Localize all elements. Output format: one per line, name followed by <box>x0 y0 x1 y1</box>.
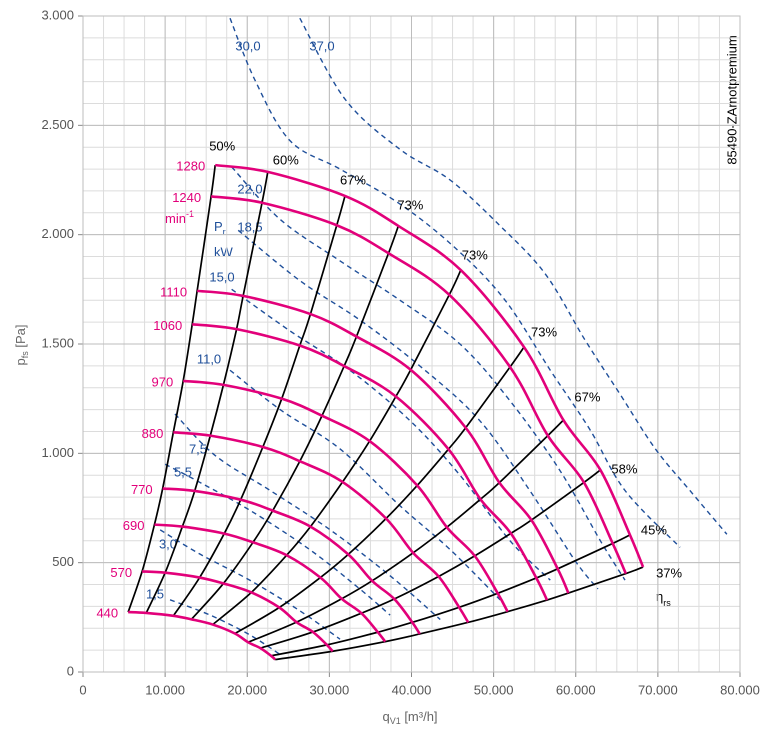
speed-label: 970 <box>151 374 173 389</box>
x-tick-label: 30.000 <box>309 682 349 697</box>
efficiency-label: 50% <box>209 139 235 154</box>
power-curve <box>229 17 681 548</box>
y-tick-label: 1.500 <box>41 335 74 350</box>
power-curve <box>174 413 441 621</box>
efficiency-line <box>145 171 269 614</box>
speed-unit-sup: -1 <box>186 209 194 219</box>
y-tick-label: 500 <box>52 554 74 569</box>
speed-label: 1280 <box>176 159 205 174</box>
y-tick-label: 2.500 <box>41 117 74 132</box>
x-label-main: q <box>382 709 389 724</box>
x-tick-label: 80.000 <box>720 682 760 697</box>
eta-sub: rs <box>663 598 671 608</box>
x-tick-label: 50.000 <box>474 682 514 697</box>
efficiency-label: 45% <box>641 522 667 537</box>
x-tick-label: 60.000 <box>556 682 596 697</box>
power-curve <box>237 229 599 590</box>
y-axis-label: pfs [Pa] <box>13 325 30 366</box>
x-tick-label: 40.000 <box>392 682 432 697</box>
model-annotation: 85490-ZAmotpremium <box>724 35 739 164</box>
power-unit-kw: kW <box>214 244 234 259</box>
power-label: 22,0 <box>237 181 262 196</box>
speed-curve <box>210 195 628 575</box>
efficiency-line <box>127 165 217 613</box>
efficiency-label: 58% <box>611 461 637 476</box>
y-label-unit: [Pa] <box>13 325 28 352</box>
efficiency-line <box>260 469 601 649</box>
power-curve <box>159 529 341 640</box>
plot-frame <box>82 15 741 673</box>
speed-curve <box>197 289 570 594</box>
power-unit: Pr <box>214 219 226 237</box>
y-tick-label: 0 <box>67 663 74 678</box>
y-tick-label: 2.000 <box>41 226 74 241</box>
power-unit-sub: r <box>223 227 226 237</box>
power-curve <box>164 463 391 616</box>
efficiency-line <box>234 346 525 635</box>
speed-curve <box>162 487 421 635</box>
speed-curve <box>192 323 549 601</box>
speed-curve <box>183 379 509 613</box>
speed-label: 570 <box>110 565 132 580</box>
efficiency-line <box>270 534 631 657</box>
efficiency-line <box>247 419 565 644</box>
efficiency-line <box>172 195 346 617</box>
efficiency-label: 73% <box>462 248 488 263</box>
speed-label: 880 <box>142 426 164 441</box>
speed-curve <box>142 570 334 653</box>
eta-main: η <box>656 589 663 604</box>
efficiency-label: 73% <box>397 197 423 212</box>
x-tick-label: 70.000 <box>638 682 678 697</box>
power-label: 11,0 <box>197 351 221 366</box>
power-curve <box>169 599 281 656</box>
power-unit-main: P <box>214 219 223 234</box>
power-label: 7,5 <box>189 441 207 456</box>
x-tick-label: 10.000 <box>145 682 185 697</box>
speed-curve <box>128 610 277 661</box>
speed-curve <box>173 431 470 624</box>
y-tick-label: 1.000 <box>41 445 74 460</box>
efficiency-line <box>275 566 644 661</box>
power-label: 5,5 <box>174 464 192 479</box>
speed-unit-main: min <box>165 211 186 226</box>
power-label: 37,0 <box>309 38 334 53</box>
speed-curve <box>215 163 645 568</box>
efficiency-label: 67% <box>340 172 366 187</box>
x-tick-label: 0 <box>79 682 86 697</box>
efficiency-label: 73% <box>531 324 557 339</box>
power-curve <box>229 369 501 601</box>
y-label-sub: fs <box>20 351 30 359</box>
speed-label: 1240 <box>172 190 201 205</box>
speed-label: 440 <box>96 606 118 621</box>
efficiency-line <box>190 225 400 620</box>
x-tick-label: 20.000 <box>227 682 267 697</box>
speed-label: 690 <box>123 518 145 533</box>
efficiency-symbol: ηrs <box>656 589 671 608</box>
speed-curve <box>154 523 387 643</box>
efficiency-label: 60% <box>273 152 299 167</box>
power-curve <box>231 166 626 581</box>
power-curve <box>299 17 728 535</box>
speed-unit: min-1 <box>165 209 194 226</box>
efficiency-line <box>212 269 462 626</box>
power-label: 30,0 <box>235 38 260 53</box>
power-curve <box>231 288 551 581</box>
speed-label: 770 <box>131 482 153 497</box>
efficiency-label: 37% <box>656 565 682 580</box>
x-axis-label: qV1 [m³/h] <box>382 709 437 726</box>
power-label: 3,0 <box>159 536 177 551</box>
y-tick-label: 3.000 <box>41 7 74 22</box>
speed-label: 1060 <box>153 318 182 333</box>
y-label-main: p <box>13 358 28 365</box>
efficiency-label: 67% <box>574 390 600 405</box>
x-label-unit: [m³/h] <box>401 709 438 724</box>
power-label: 15,0 <box>209 269 234 284</box>
speed-label: 1110 <box>160 284 187 299</box>
x-label-sub: V1 <box>390 716 401 726</box>
